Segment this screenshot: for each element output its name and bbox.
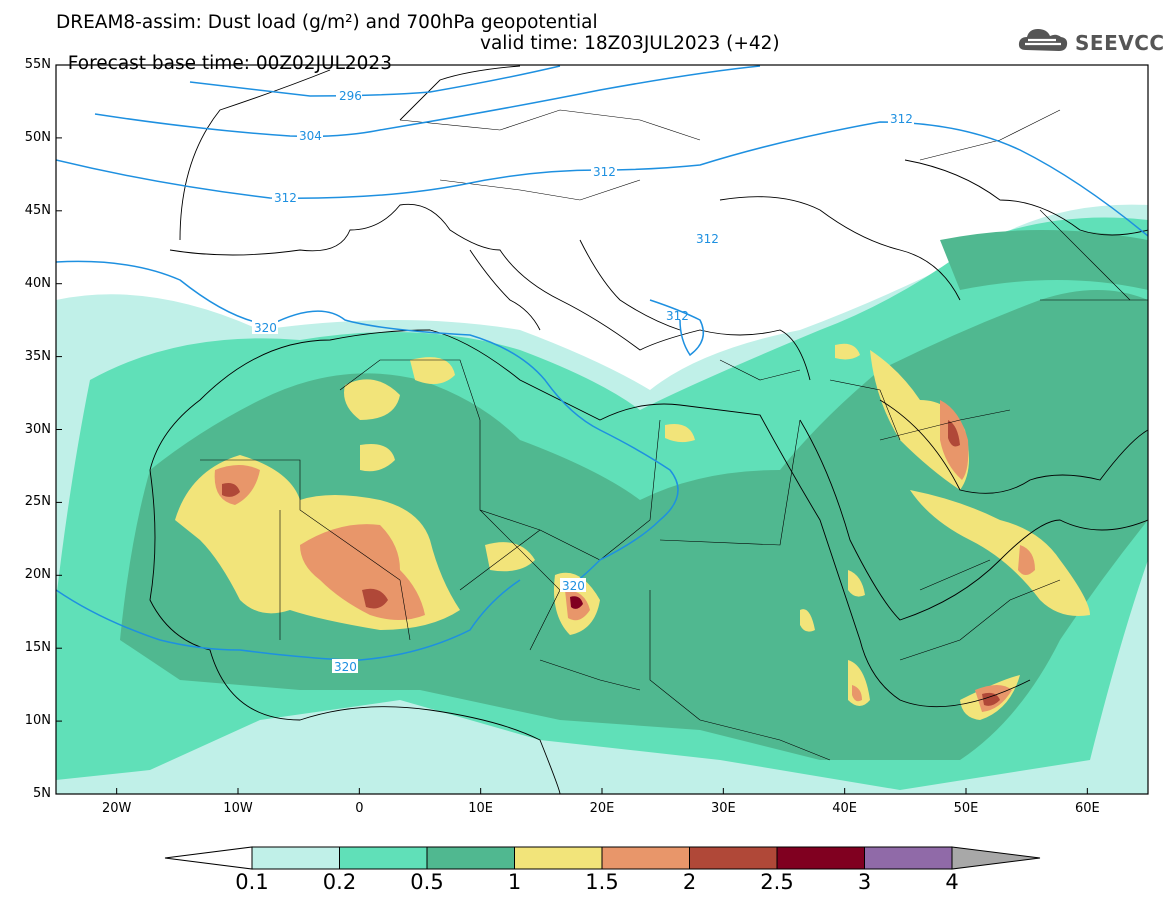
contour-label-bg bbox=[591, 164, 617, 178]
contour-label: 320 bbox=[254, 321, 277, 335]
contour-label-bg bbox=[888, 111, 914, 125]
forecast-times: Forecast base time: 00Z02JUL2023 valid t… bbox=[56, 34, 780, 94]
x-tick-label: 60E bbox=[1074, 801, 1100, 816]
contour-label: 312 bbox=[890, 112, 913, 126]
x-tick-label: 50E bbox=[953, 801, 979, 816]
contour-label-bg bbox=[252, 320, 278, 334]
coastlines bbox=[149, 65, 1148, 794]
colorbar-label: 3 bbox=[857, 870, 872, 894]
y-tick-label: 10N bbox=[24, 713, 51, 729]
colorbar-cell bbox=[251, 846, 340, 870]
y-tick-label: 5N bbox=[33, 786, 51, 801]
colorbar-label: 0.1 bbox=[235, 870, 269, 894]
contour-label: 312 bbox=[593, 165, 616, 179]
dust-field-2 bbox=[222, 420, 1000, 706]
colorbar-cell bbox=[776, 846, 865, 870]
colorbar-over-arrow bbox=[951, 846, 1041, 870]
borders bbox=[200, 109, 1148, 761]
y-tick-label: 25N bbox=[24, 494, 51, 510]
colorbar-label: 2 bbox=[682, 870, 697, 894]
contour-label-bg bbox=[332, 659, 358, 673]
geopotential-labels: 296 304 312 312 312 312 312 320 320 320 bbox=[252, 88, 914, 674]
x-tick-label: 0 bbox=[355, 801, 364, 816]
y-tick-label: 45N bbox=[24, 202, 51, 218]
colorbar-label: 1 bbox=[507, 870, 522, 894]
contour-label: 312 bbox=[666, 309, 689, 323]
y-tick-label: 35N bbox=[24, 348, 51, 364]
y-tick-label: 15N bbox=[24, 640, 51, 656]
x-tick-label: 10W bbox=[223, 801, 253, 816]
colorbar-cell bbox=[601, 846, 690, 870]
logo-text: SEEVCCC bbox=[1075, 31, 1165, 55]
colorbar-cell bbox=[689, 846, 778, 870]
dust-field-2.5 bbox=[570, 596, 583, 609]
contour-label-bg bbox=[560, 578, 586, 592]
colorbar-label: 4 bbox=[945, 870, 959, 894]
colorbar-label: 0.5 bbox=[410, 870, 444, 894]
y-tick-label: 40N bbox=[24, 275, 51, 291]
colorbar-cells bbox=[251, 846, 953, 870]
axis-ticks bbox=[56, 64, 1088, 795]
contour-label-bg bbox=[297, 128, 323, 142]
y-tick-label: 20N bbox=[24, 567, 51, 583]
geopotential-contours bbox=[56, 65, 1148, 661]
colorbar-label: 2.5 bbox=[760, 870, 794, 894]
x-tick-label: 40E bbox=[832, 801, 858, 816]
base-time-text: Forecast base time: 00Z02JUL2023 bbox=[67, 53, 392, 74]
seevccc-logo: SEEVCCC bbox=[1016, 24, 1165, 60]
contour-label-bg bbox=[272, 190, 298, 204]
contour-label: 312 bbox=[274, 191, 297, 205]
x-tick-label: 10E bbox=[468, 801, 494, 816]
contour-label: 296 bbox=[339, 89, 362, 103]
contour-label-bg bbox=[694, 231, 720, 245]
contour-label: 312 bbox=[696, 232, 719, 246]
y-tick-label: 30N bbox=[24, 421, 51, 437]
colorbar-cell bbox=[514, 846, 603, 870]
y-tick-label: 55N bbox=[24, 57, 51, 72]
contour-label-bg bbox=[336, 88, 362, 102]
contour-label: 304 bbox=[299, 129, 322, 143]
cloud-icon bbox=[1018, 29, 1068, 51]
colorbar-label: 0.2 bbox=[322, 870, 357, 894]
y-tick-label: 50N bbox=[24, 129, 51, 145]
x-tick-label: 20W bbox=[101, 801, 132, 816]
x-tick-label: 20E bbox=[589, 801, 615, 816]
contour-label: 320 bbox=[562, 579, 585, 593]
colorbar-under-arrow bbox=[164, 846, 253, 870]
colorbar-cell bbox=[864, 846, 953, 870]
colorbar-label: 1.5 bbox=[585, 870, 619, 894]
contour-label: 320 bbox=[334, 660, 357, 674]
colorbar-cell bbox=[339, 846, 428, 870]
dust-field-1.5 bbox=[214, 400, 1035, 712]
x-tick-label: 30E bbox=[710, 801, 736, 816]
map-title: DREAM8-assim: Dust load (g/m²) and 700hP… bbox=[56, 12, 598, 33]
colorbar-cell bbox=[426, 846, 515, 870]
valid-time-text: valid time: 18Z03JUL2023 (+42) bbox=[480, 33, 780, 54]
